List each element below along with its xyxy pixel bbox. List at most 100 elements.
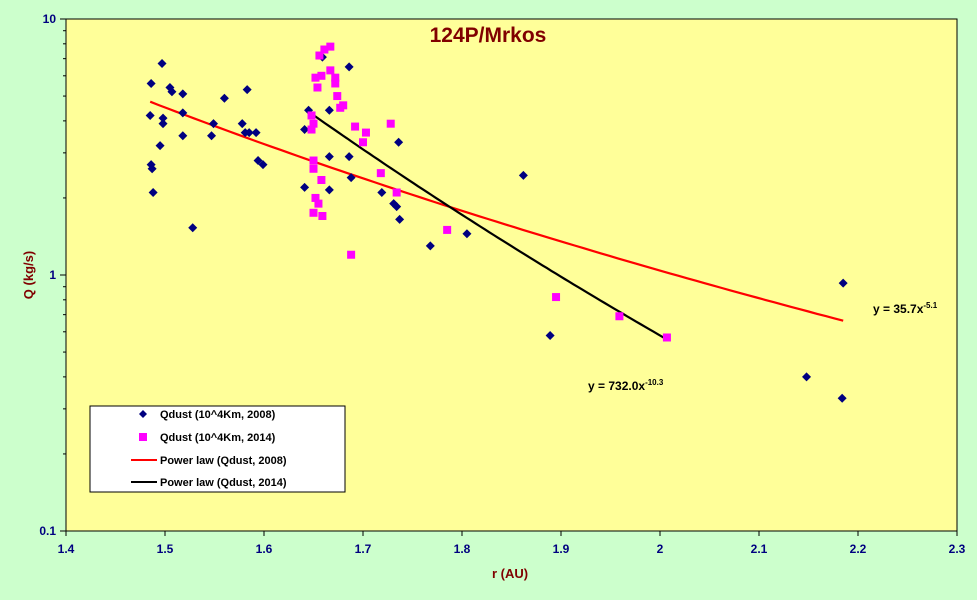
legend: Qdust (10^4Km, 2008) Qdust (10^4Km, 2014… — [89, 405, 346, 493]
data-markers — [145, 42, 848, 403]
x-tick-label: 1.6 — [256, 542, 273, 556]
legend-label-fit-2008: Power law (Qdust, 2008) — [160, 455, 287, 467]
data-point-2008 — [392, 202, 402, 212]
y-tick-label: 0.1 — [39, 524, 56, 538]
data-point-2008 — [344, 152, 354, 162]
data-point-2008 — [158, 119, 168, 129]
data-point-2014 — [351, 122, 360, 131]
data-point-2014 — [339, 101, 348, 110]
data-point-2008 — [158, 113, 168, 123]
data-point-2008 — [145, 110, 155, 120]
y-tick-label: 10 — [43, 12, 57, 26]
x-tick-label: 2.2 — [850, 542, 867, 556]
legend-marker-2014 — [139, 433, 147, 441]
data-point-2008 — [344, 62, 354, 72]
data-point-2014 — [662, 333, 671, 342]
data-point-2008 — [395, 214, 405, 224]
fit-label-2008: y = 35.7x-5.1 — [873, 301, 938, 316]
data-point-2008 — [167, 87, 177, 97]
data-point-2014 — [309, 119, 318, 128]
data-point-2008 — [324, 105, 334, 115]
fit-label-2014: y = 732.0x-10.3 — [588, 378, 664, 393]
data-point-2014 — [307, 111, 316, 120]
legend-label-fit-2014: Power law (Qdust, 2014) — [160, 477, 287, 489]
data-point-2014 — [333, 92, 342, 101]
x-tick-label: 2.3 — [949, 542, 966, 556]
data-point-2014 — [313, 83, 322, 92]
data-point-2014 — [331, 79, 340, 88]
data-point-2008 — [300, 182, 310, 192]
data-point-2008 — [346, 173, 356, 183]
y-axis-title: Q (kg/s) — [21, 251, 36, 299]
data-point-2008 — [837, 393, 847, 403]
legend-marker-2008 — [139, 410, 147, 418]
data-point-2008 — [838, 278, 848, 288]
data-point-2008 — [146, 78, 156, 88]
legend-label-2014: Qdust (10^4Km, 2014) — [160, 432, 276, 444]
data-point-2008 — [324, 185, 334, 195]
data-point-2008 — [258, 160, 268, 170]
data-point-2014 — [307, 125, 316, 134]
x-axis-title: r (AU) — [492, 566, 528, 581]
data-point-2008 — [178, 131, 188, 141]
data-point-2008 — [157, 59, 167, 69]
data-point-2014 — [317, 71, 326, 80]
x-tick-label: 1.7 — [355, 542, 372, 556]
data-point-2008 — [146, 160, 156, 170]
data-point-2014 — [317, 176, 326, 185]
data-point-2008 — [244, 128, 254, 138]
data-point-2014 — [311, 193, 320, 202]
fit-line — [310, 112, 668, 341]
data-point-2014 — [309, 156, 318, 165]
legend-label-2008: Qdust (10^4Km, 2008) — [160, 409, 276, 421]
data-point-2008 — [545, 331, 555, 341]
data-point-2008 — [462, 229, 472, 239]
data-point-2008 — [324, 152, 334, 162]
data-point-2008 — [425, 241, 435, 251]
data-point-2008 — [209, 119, 219, 129]
data-point-2014 — [615, 312, 624, 321]
data-point-2008 — [155, 141, 165, 151]
data-point-2014 — [392, 188, 401, 197]
data-point-2014 — [552, 293, 561, 302]
data-point-2014 — [318, 212, 327, 221]
legend-box — [89, 405, 346, 493]
data-point-2014 — [314, 199, 323, 208]
data-point-2008 — [188, 223, 198, 233]
data-point-2014 — [309, 208, 318, 217]
data-point-2014 — [386, 119, 395, 128]
data-point-2014 — [309, 164, 318, 173]
y-tick-label: 1 — [49, 268, 56, 282]
data-point-2014 — [361, 128, 370, 137]
data-point-2008 — [178, 108, 188, 118]
data-point-2014 — [376, 169, 385, 178]
data-point-2014 — [311, 73, 320, 82]
data-point-2014 — [331, 73, 340, 82]
data-point-2008 — [219, 93, 229, 103]
data-point-2008 — [802, 372, 812, 382]
data-point-2014 — [326, 42, 335, 51]
data-point-2008 — [237, 119, 247, 129]
data-point-2014 — [320, 45, 329, 54]
data-point-2008 — [178, 89, 188, 99]
x-axis-ticks: 1.4 1.5 1.6 1.7 1.8 1.9 2 2.1 2.2 2.3 — [58, 531, 966, 556]
data-point-2008 — [148, 188, 158, 198]
data-point-2008 — [518, 170, 528, 180]
x-tick-label: 1.4 — [58, 542, 75, 556]
data-point-2008 — [251, 128, 261, 138]
data-point-2008 — [377, 188, 387, 198]
data-point-2008 — [242, 85, 252, 95]
fit-line — [149, 100, 844, 322]
x-tick-label: 1.5 — [157, 542, 174, 556]
data-point-2014 — [359, 138, 367, 147]
x-tick-label: 1.8 — [454, 542, 471, 556]
data-point-2014 — [315, 51, 324, 60]
data-point-2008 — [394, 137, 404, 147]
y-axis-ticks: 0.1 1 10 — [39, 12, 66, 538]
x-tick-label: 2 — [657, 542, 664, 556]
data-point-2008 — [207, 131, 217, 141]
data-point-2014 — [347, 250, 356, 259]
chart-title: 124P/Mrkos — [430, 24, 547, 47]
